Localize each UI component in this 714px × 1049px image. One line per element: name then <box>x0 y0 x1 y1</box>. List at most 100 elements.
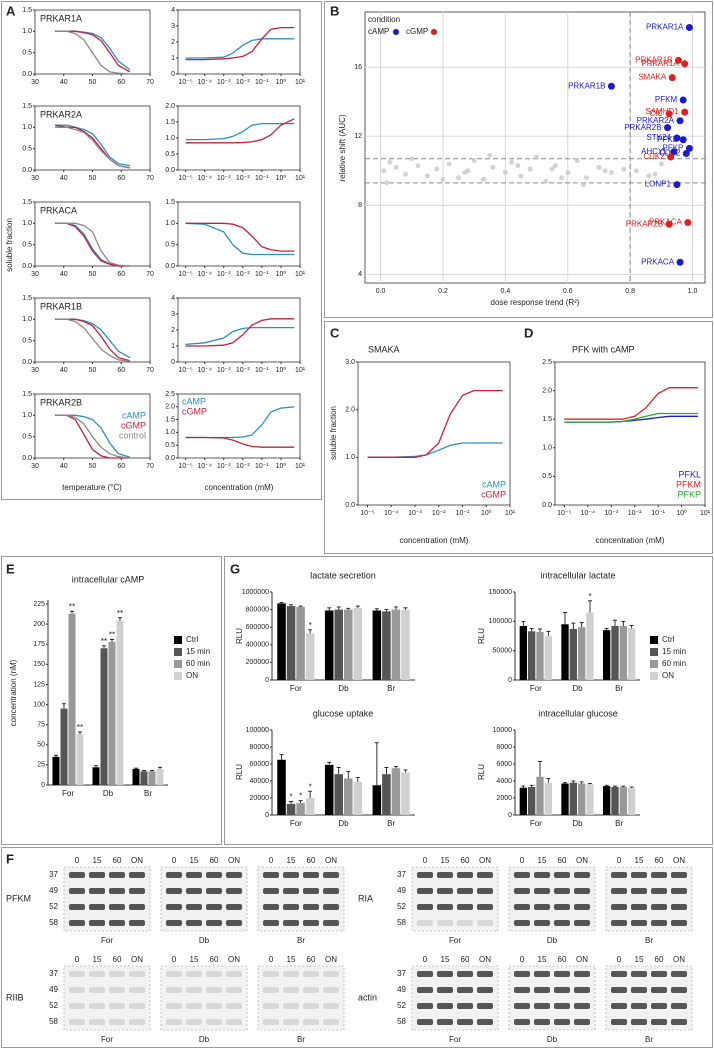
blot-band <box>129 987 145 993</box>
y-tick-label: 0.0 <box>22 455 32 462</box>
treatment-label: Db <box>199 936 210 945</box>
treatment-label: Db <box>199 1035 210 1044</box>
lane-label: ON <box>131 955 143 964</box>
blot-band <box>437 1019 453 1025</box>
blot-band <box>69 1019 85 1025</box>
lane-label: 60 <box>210 955 219 964</box>
bar <box>586 784 594 815</box>
lane-label: 0 <box>172 955 177 964</box>
y-tick-label: 100 <box>33 701 45 708</box>
y-tick-label: 40000 <box>250 778 270 785</box>
y-tick-label: 2 <box>171 39 175 46</box>
x-tick-label: 60 <box>117 271 125 278</box>
x-tick-label: 10⁰ <box>481 509 492 517</box>
significance: ** <box>101 637 107 646</box>
blot-band <box>206 1003 222 1009</box>
blot-band <box>226 920 242 926</box>
line <box>55 30 130 75</box>
lane-label: ON <box>576 955 588 964</box>
x-tick-label: Db <box>572 684 583 693</box>
bar <box>100 648 108 785</box>
blot-band <box>574 872 590 878</box>
lane-label: 60 <box>307 856 316 865</box>
blot-band <box>417 1019 433 1025</box>
blot-band <box>129 920 145 926</box>
blot-band <box>129 1019 145 1025</box>
row-label: 49 <box>397 985 406 994</box>
bar <box>296 803 305 815</box>
blot-band <box>226 904 242 910</box>
treatment-label: For <box>101 936 113 945</box>
blot-band <box>263 987 279 993</box>
blot-band <box>226 987 242 993</box>
x-tick-label: 10⁰ <box>676 509 687 517</box>
point <box>440 176 446 182</box>
blot-band <box>574 1019 590 1025</box>
blot-band <box>631 920 647 926</box>
y-tick-label: 2.0 <box>165 404 175 411</box>
panel-frame <box>1 1 322 500</box>
point <box>646 173 652 179</box>
blot-band <box>186 872 202 878</box>
blot-band <box>477 987 493 993</box>
point <box>652 171 658 177</box>
lane-label: 15 <box>287 856 296 865</box>
y-tick-label: 100000 <box>489 618 512 625</box>
point-label: PRKACA <box>641 257 675 266</box>
bar <box>586 612 594 680</box>
y-tick-label: 150000 <box>489 589 512 596</box>
blot-band <box>69 1003 85 1009</box>
treatment-label: Br <box>297 1035 305 1044</box>
bar <box>519 787 527 815</box>
blot-band <box>477 1003 493 1009</box>
blot-band <box>437 971 453 977</box>
significance: * <box>588 592 591 601</box>
bar <box>401 609 410 680</box>
x-tick-label: Br <box>144 789 152 798</box>
lane-label: 0 <box>75 955 80 964</box>
blot-band <box>651 987 667 993</box>
legend-label: cGMP <box>121 420 146 430</box>
bar <box>536 776 544 815</box>
y-tick-label: 1.0 <box>22 124 32 131</box>
bar <box>52 756 60 785</box>
blot-band <box>651 920 667 926</box>
point-label: PFKP <box>662 143 683 152</box>
line <box>367 442 503 458</box>
blot-band <box>89 904 105 910</box>
line <box>55 318 131 362</box>
x-tick-label: 10⁻⁵ <box>178 463 192 470</box>
y-tick-label: 0.0 <box>22 71 32 78</box>
lane-label: 60 <box>461 856 470 865</box>
blot-band <box>166 1019 182 1025</box>
x-tick-label: For <box>290 684 302 693</box>
bar <box>561 783 569 815</box>
x-tick-label: 10⁻² <box>236 79 250 86</box>
y-tick-label: 60000 <box>250 761 270 768</box>
bar <box>544 782 552 815</box>
panel-label: A <box>6 3 16 18</box>
lane-label: ON <box>325 955 337 964</box>
lane-label: 15 <box>93 856 102 865</box>
y-tick-label: 0.0 <box>165 455 175 462</box>
blot-band <box>89 1019 105 1025</box>
bar <box>603 786 611 815</box>
lane-label: 0 <box>172 856 177 865</box>
blot-band <box>437 872 453 878</box>
bar <box>353 607 363 680</box>
y-tick-label: 2 <box>171 327 175 334</box>
y-tick-label: 100000 <box>246 727 269 734</box>
bar <box>578 783 586 815</box>
blot-band <box>89 920 105 926</box>
blot-band <box>417 904 433 910</box>
plot-frame <box>357 361 511 506</box>
bar <box>76 734 84 785</box>
legend-label: PFKP <box>677 489 701 499</box>
x-tick-label: 10⁻¹ <box>651 510 665 517</box>
blot-band <box>457 1019 473 1025</box>
blot-band <box>166 872 182 878</box>
point <box>668 74 676 82</box>
blot-band <box>186 888 202 894</box>
blot-band <box>109 987 125 993</box>
